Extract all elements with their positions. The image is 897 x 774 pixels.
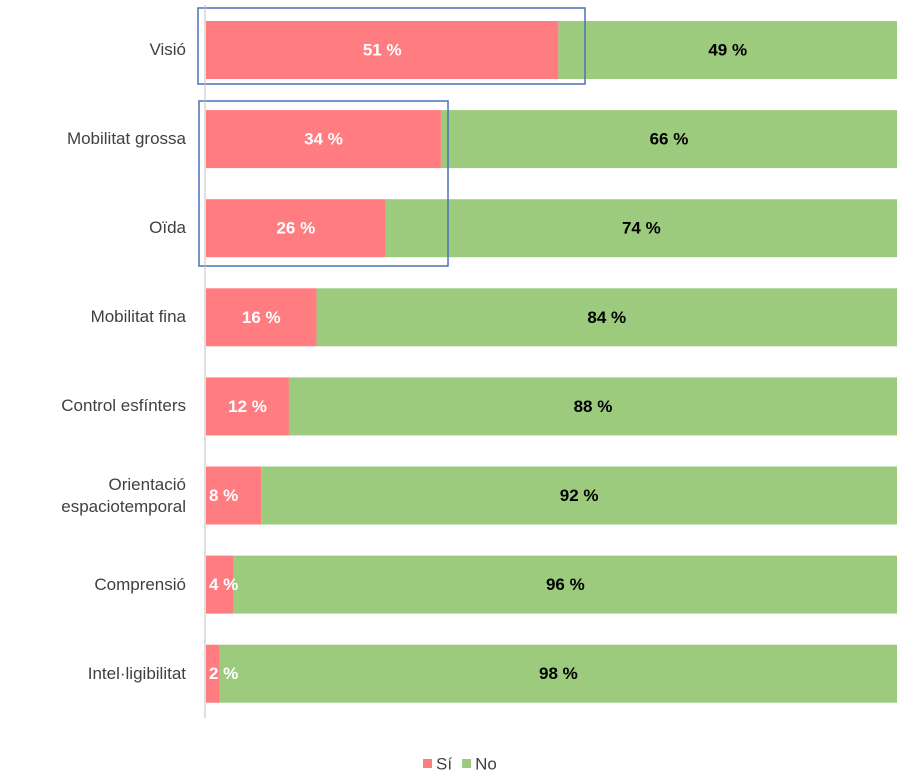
legend-label: Sí — [436, 754, 452, 773]
data-label: 84 % — [587, 308, 626, 327]
bar-segment — [206, 466, 262, 525]
bar-segment — [385, 199, 897, 258]
bar-segment — [558, 21, 897, 79]
data-label: 26 % — [276, 219, 315, 238]
data-label: 51 % — [363, 40, 402, 59]
category-label: Intel·ligibilitat — [87, 663, 186, 683]
bar-segment — [206, 288, 317, 347]
category-label: Comprensió — [94, 574, 186, 594]
highlight-box — [198, 100, 449, 267]
legend-swatch — [423, 759, 432, 768]
data-label: 92 % — [560, 486, 599, 505]
category-label: Mobilitat grossa — [66, 129, 186, 149]
data-label: 8 % — [209, 486, 238, 505]
bar-segment — [440, 110, 897, 169]
category-label: Visió — [149, 40, 186, 59]
data-label: 74 % — [622, 219, 661, 238]
data-label: 96 % — [546, 575, 585, 594]
data-label: 98 % — [539, 664, 578, 683]
data-label: 34 % — [304, 130, 343, 149]
data-label: 16 % — [242, 308, 281, 327]
bar-segment — [206, 199, 386, 258]
legend-label: No — [475, 754, 497, 773]
bar-segment — [316, 288, 897, 347]
highlight-box — [197, 7, 586, 85]
category-label: Orientació espaciotemporal — [61, 474, 186, 516]
data-label: 12 % — [228, 397, 267, 416]
bar-segment — [206, 644, 220, 703]
category-label: Oïda — [149, 218, 186, 238]
legend-swatch — [462, 759, 472, 768]
data-label: 4 % — [209, 575, 238, 594]
bar-segment — [233, 555, 897, 614]
bar-segment — [206, 555, 234, 614]
data-label: 2 % — [209, 664, 238, 683]
bar-segment — [206, 110, 441, 169]
data-label: 66 % — [650, 130, 689, 149]
bar-segment — [288, 377, 897, 436]
bar-segment — [206, 21, 559, 79]
bar-segment — [219, 644, 897, 703]
category-label: Mobilitat fina — [90, 307, 186, 327]
data-label: 49 % — [708, 40, 747, 59]
bar-segment — [206, 377, 289, 436]
bar-segment — [261, 466, 897, 525]
category-label: Control esfínters — [61, 396, 186, 416]
data-label: 88 % — [574, 397, 613, 416]
